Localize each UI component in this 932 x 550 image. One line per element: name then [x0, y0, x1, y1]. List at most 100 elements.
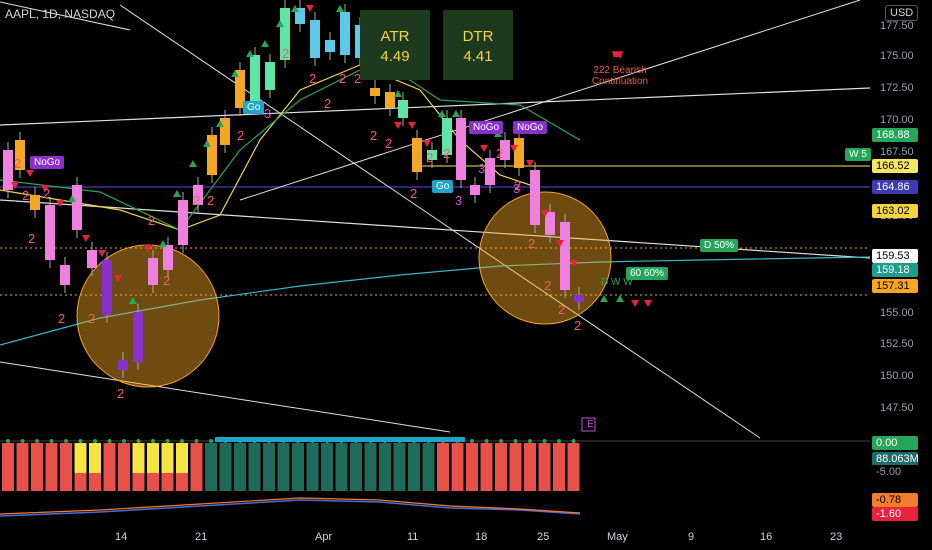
- indicator-bar-bottom: [103, 473, 116, 491]
- indicator-bar-bottom: [567, 473, 580, 491]
- indicator-bar-top: [89, 443, 101, 473]
- down-arrow-icon: [541, 210, 549, 217]
- candle-body: [514, 138, 524, 168]
- annotation-line-2: Continuation: [591, 76, 649, 87]
- indicator-bar-bottom: [364, 458, 377, 491]
- count-label: 2: [282, 46, 289, 61]
- indicator-bar-bottom: [393, 458, 406, 491]
- y-tick-label: 152.50: [880, 338, 914, 350]
- ma-green: [0, 59, 581, 231]
- indicator-panel: [0, 437, 870, 517]
- up-arrow-icon: [203, 140, 211, 147]
- indicator-bar-bottom: [205, 458, 217, 491]
- indicator-bar-top: [538, 443, 551, 473]
- x-tick-label: Apr: [315, 531, 333, 543]
- indicator-bar-top: [335, 443, 348, 458]
- oscillator-line-orange: [0, 497, 581, 515]
- atr-label: ATR: [380, 28, 410, 45]
- indicator-bar-top: [509, 443, 522, 473]
- price-tag: 164.86: [872, 180, 918, 194]
- price-tag: 159.53: [872, 249, 918, 263]
- x-tick-label: 21: [195, 531, 208, 543]
- indicator-bar-bottom: [408, 458, 420, 491]
- count-label: 2: [148, 213, 155, 228]
- symbol-title[interactable]: AAPL, 1D, NASDAQ: [5, 7, 116, 21]
- down-arrow-icon: [11, 182, 19, 189]
- price-tag: 163.02: [872, 204, 918, 218]
- count-label: 2: [14, 156, 21, 171]
- up-arrow-icon: [216, 120, 224, 127]
- indicator-bar-top: [118, 443, 130, 473]
- y-tick-label: 167.50: [880, 146, 914, 158]
- candle-body: [193, 185, 203, 205]
- down-arrow-icon: [41, 185, 49, 192]
- indicator-dot: [35, 439, 39, 443]
- indicator-bar-top: [205, 443, 217, 458]
- x-tick-label: 14: [115, 531, 128, 543]
- x-tick-label: 11: [407, 531, 419, 543]
- up-arrow-icon: [231, 70, 239, 77]
- go-tag: Go: [432, 180, 454, 193]
- indicator-bar-bottom: [248, 458, 261, 491]
- y-tick-label: 155.00: [880, 307, 914, 319]
- candle-body: [500, 140, 510, 160]
- count-label: 2: [528, 236, 535, 251]
- indicator-strip: [215, 437, 465, 442]
- indicator-bar-bottom: [74, 473, 87, 491]
- count-label: 2: [514, 178, 521, 193]
- indicator-bar-top: [248, 443, 261, 458]
- indicator-bar-top: [495, 443, 507, 473]
- nogo-tag: NoGo: [30, 156, 65, 169]
- dtr-value: 4.41: [463, 48, 493, 65]
- indicator-bar-bottom: [495, 473, 507, 491]
- candle-body: [295, 8, 305, 24]
- down-arrow-icon: [556, 240, 564, 247]
- indicator-dot: [78, 439, 83, 443]
- indicator-bar-bottom: [306, 458, 319, 491]
- count-label: 2: [163, 273, 170, 288]
- candle-body: [15, 140, 25, 170]
- indicator-dot: [571, 439, 576, 443]
- currency-button[interactable]: USD: [885, 5, 919, 21]
- up-arrow-icon: [129, 297, 137, 304]
- indicator-bar-top: [306, 443, 319, 458]
- indicator-dot: [528, 439, 532, 443]
- down-arrow-icon: [306, 5, 314, 12]
- count-label: 2: [426, 150, 433, 165]
- indicator-bar-top: [16, 443, 29, 473]
- indicator-bar-top: [466, 443, 478, 473]
- dtr-box: DTR 4.41: [443, 10, 513, 80]
- price-tag: 166.52: [872, 159, 918, 173]
- candle-body: [72, 185, 82, 230]
- indicator-bar-top: [567, 443, 580, 473]
- y-tick-label: 147.50: [880, 402, 914, 414]
- up-arrow-icon: [68, 195, 76, 202]
- indicator-bar-top: [364, 443, 377, 458]
- indicator-bar-bottom: [263, 458, 275, 491]
- indicator-dot: [107, 439, 112, 443]
- indicator-bar-top: [219, 443, 232, 458]
- indicator-bar-top: [292, 443, 304, 458]
- candle-body: [163, 245, 173, 270]
- y-tick-label: 170.00: [880, 114, 914, 126]
- dww-label: D W W: [601, 277, 633, 288]
- up-arrow-icon: [159, 240, 167, 247]
- x-tick-label: 18: [475, 531, 488, 543]
- indicator-bar-top: [422, 443, 435, 458]
- candle-body: [470, 185, 480, 195]
- x-tick-label: 25: [537, 531, 550, 543]
- candle-body: [87, 250, 97, 268]
- indicator-dot: [20, 439, 25, 443]
- count-label: 2: [339, 71, 346, 86]
- indicator-bar-bottom: [466, 473, 478, 491]
- candle-body: [325, 40, 335, 52]
- indicator-bar-top: [524, 443, 536, 473]
- up-arrow-icon: [600, 295, 608, 302]
- indicator-bar-top: [277, 443, 290, 458]
- oscillator-line-blue: [0, 499, 581, 517]
- price-tag: 157.31: [872, 279, 918, 293]
- indicator-dot: [513, 439, 518, 443]
- count-label: 2: [58, 311, 65, 326]
- count-label: 3: [478, 161, 485, 176]
